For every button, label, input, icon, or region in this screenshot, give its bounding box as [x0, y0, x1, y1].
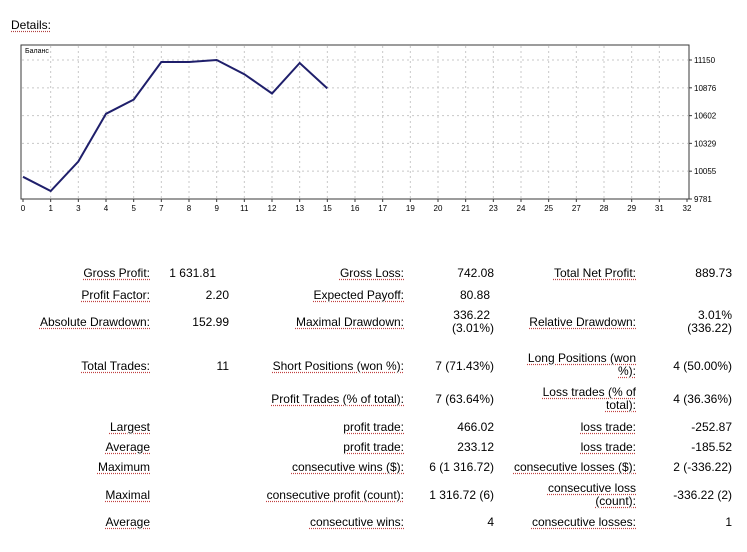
- x-tick-label: 29: [627, 204, 636, 213]
- average-label: Average: [105, 440, 150, 454]
- largest-profit-trade-label: profit trade:: [343, 420, 404, 434]
- long-positions-value: 4 (50.00%): [673, 359, 732, 373]
- x-axis-ticks: 0 1 3 4 5 7 8 9 11 12 13 15 16 17 19 20 21 23 24 25 27 28 29 31…: [21, 199, 692, 213]
- x-tick-label: 32: [683, 204, 692, 213]
- x-tick-label: 4: [104, 204, 109, 213]
- x-tick-label: 0: [21, 204, 26, 213]
- largest-loss-trade-label: loss trade:: [580, 420, 636, 434]
- y-tick-label: 10055: [694, 167, 717, 176]
- x-tick-label: 20: [434, 204, 443, 213]
- gross-profit-value: 1 631.81: [169, 266, 216, 280]
- balance-chart: Баланс 0 1 3 4 5 7 8 9 11 12 13 15 16 17 19 20 21 23 24 25 2…: [20, 44, 717, 213]
- maximal-drawdown-value: 336.22: [453, 308, 490, 322]
- x-tick-label: 23: [489, 204, 498, 213]
- maximal-label: Maximal: [105, 488, 150, 502]
- gross-loss-label: Gross Loss:: [339, 266, 404, 280]
- average-consecutive-losses-value: 1: [725, 515, 732, 529]
- average-loss-trade-value: -185.52: [691, 440, 732, 454]
- y-tick-label: 10329: [694, 139, 717, 148]
- x-tick-label: 5: [131, 204, 136, 213]
- x-tick-label: 25: [544, 204, 553, 213]
- average-loss-trade-label: loss trade:: [580, 440, 636, 454]
- largest-label: Largest: [109, 420, 150, 434]
- short-positions-label: Short Positions (won %):: [272, 359, 404, 373]
- x-tick-label: 16: [351, 204, 360, 213]
- details-title: Details:: [11, 18, 52, 32]
- average-consecutive-wins-label: consecutive wins:: [309, 515, 404, 529]
- maximum-label: Maximum: [97, 460, 150, 474]
- y-tick-label: 9781: [694, 195, 712, 204]
- x-tick-label: 1: [48, 204, 53, 213]
- max-consecutive-wins-label: consecutive wins ($):: [291, 460, 404, 474]
- absolute-drawdown-label: Absolute Drawdown:: [39, 315, 150, 329]
- gross-profit-label: Gross Profit:: [83, 266, 150, 280]
- total-trades-label: Total Trades:: [81, 359, 150, 373]
- y-axis-ticks: 9781 10055 10329 10602 10876 11150: [689, 56, 717, 204]
- maximal-consecutive-profit-label: consecutive profit (count):: [266, 488, 404, 502]
- x-tick-label: 7: [159, 204, 164, 213]
- y-tick-label: 11150: [694, 56, 716, 65]
- relative-drawdown-amount: (336.22): [687, 321, 732, 335]
- absolute-drawdown-value: 152.99: [192, 315, 229, 329]
- profit-factor-value: 2.20: [205, 288, 229, 302]
- relative-drawdown-label: Relative Drawdown:: [529, 315, 636, 329]
- x-tick-label: 24: [517, 204, 526, 213]
- maximal-consecutive-loss-value: -336.22 (2): [673, 488, 732, 502]
- y-tick-label: 10602: [694, 112, 717, 121]
- average-profit-trade-label: profit trade:: [343, 440, 404, 454]
- gross-loss-value: 742.08: [457, 266, 494, 280]
- x-tick-label: 15: [323, 204, 332, 213]
- total-trades-value: 11: [216, 359, 229, 373]
- profit-factor-label: Profit Factor:: [81, 288, 150, 302]
- maximal-consecutive-profit-value: 1 316.72 (6): [429, 488, 494, 502]
- x-tick-label: 19: [406, 204, 415, 213]
- maximal-drawdown-percent: (3.01%): [451, 321, 494, 335]
- average-consecutive-label: Average: [105, 515, 150, 529]
- max-consecutive-losses-value: 2 (-336.22): [673, 460, 732, 474]
- total-net-profit-label: Total Net Profit:: [553, 266, 636, 280]
- largest-profit-trade-value: 466.02: [457, 420, 494, 434]
- x-tick-label: 3: [76, 204, 81, 213]
- x-tick-label: 13: [295, 204, 304, 213]
- x-tick-label: 9: [214, 204, 219, 213]
- x-tick-label: 11: [240, 204, 249, 213]
- balance-line: [22, 58, 328, 193]
- loss-trades-value: 4 (36.36%): [673, 392, 732, 406]
- maximal-consecutive-loss-label-cont: (count):: [595, 494, 636, 508]
- maximal-drawdown-label: Maximal Drawdown:: [295, 315, 404, 329]
- profit-trades-value: 7 (63.64%): [435, 392, 494, 406]
- long-positions-label: Long Positions (won: [527, 351, 636, 365]
- loss-trades-label-cont: total):: [605, 398, 636, 412]
- total-net-profit-value: 889.73: [695, 266, 732, 280]
- series-label: Баланс: [25, 48, 49, 55]
- relative-drawdown-value: 3.01%: [697, 308, 732, 322]
- max-consecutive-losses-label: consecutive losses ($):: [513, 460, 636, 474]
- largest-loss-trade-value: -252.87: [691, 420, 732, 434]
- max-consecutive-wins-value: 6 (1 316.72): [429, 460, 494, 474]
- x-tick-label: 21: [461, 204, 470, 213]
- maximal-consecutive-loss-label: consecutive loss: [547, 481, 636, 495]
- x-tick-label: 28: [600, 204, 609, 213]
- x-tick-label: 31: [655, 204, 664, 213]
- grid: [22, 46, 688, 198]
- x-tick-label: 27: [572, 204, 581, 213]
- x-tick-label: 8: [187, 204, 192, 213]
- average-profit-trade-value: 233.12: [457, 440, 494, 454]
- expected-payoff-value: 80.88: [459, 288, 490, 302]
- loss-trades-label: Loss trades (% of: [542, 385, 636, 399]
- long-positions-label-cont: %):: [618, 364, 636, 378]
- profit-trades-label: Profit Trades (% of total):: [271, 392, 404, 406]
- x-tick-label: 12: [268, 204, 277, 213]
- expected-payoff-label: Expected Payoff:: [313, 288, 404, 302]
- y-tick-label: 10876: [694, 84, 717, 93]
- x-tick-label: 17: [378, 204, 387, 213]
- short-positions-value: 7 (71.43%): [435, 359, 494, 373]
- average-consecutive-losses-label: consecutive losses:: [531, 515, 636, 529]
- average-consecutive-wins-value: 4: [487, 515, 494, 529]
